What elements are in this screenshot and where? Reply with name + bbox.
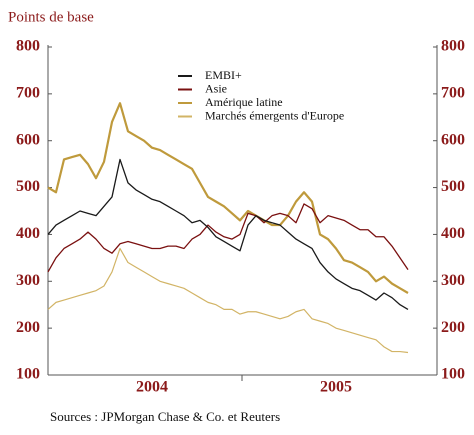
series-line bbox=[47, 102, 409, 294]
legend-label: Marchés émergents d'Europe bbox=[205, 108, 344, 122]
x-tick-label: 2004 bbox=[136, 379, 168, 396]
y-tick-label: 100 bbox=[16, 366, 40, 383]
y2-tick-label: 600 bbox=[441, 131, 465, 148]
legend-label: EMBI+ bbox=[205, 68, 242, 82]
series-line bbox=[47, 158, 409, 310]
legend-label: Amérique latine bbox=[205, 95, 283, 109]
y2-tick-label: 800 bbox=[441, 38, 465, 55]
y2-tick-label: 100 bbox=[441, 366, 465, 383]
y2-tick-label: 500 bbox=[441, 178, 465, 195]
x-tick-label: 2005 bbox=[320, 379, 352, 396]
series-line bbox=[47, 203, 409, 273]
y2-tick-label: 700 bbox=[441, 85, 465, 102]
y-tick-label: 400 bbox=[16, 225, 40, 242]
y-tick-label: 200 bbox=[16, 319, 40, 336]
legend-label: Asie bbox=[205, 81, 227, 95]
y-tick-label: 800 bbox=[16, 38, 40, 55]
y-tick-label: 700 bbox=[16, 85, 40, 102]
y2-tick-label: 300 bbox=[441, 272, 465, 289]
y2-tick-label: 400 bbox=[441, 225, 465, 242]
y-tick-label: 600 bbox=[16, 131, 40, 148]
chart-title: Points de base bbox=[8, 9, 94, 25]
y-tick-label: 300 bbox=[16, 272, 40, 289]
series-line bbox=[47, 247, 409, 354]
source-note: Sources : JPMorgan Chase & Co. et Reuter… bbox=[50, 409, 280, 424]
y-tick-label: 500 bbox=[16, 178, 40, 195]
y2-tick-label: 200 bbox=[441, 319, 465, 336]
